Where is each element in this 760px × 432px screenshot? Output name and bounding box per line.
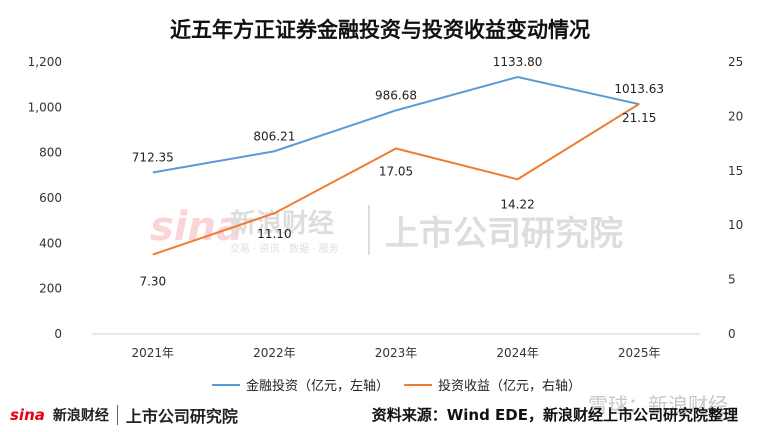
brand-lab-logo: 上市公司研究院 (125, 407, 238, 426)
watermark-divider (368, 205, 370, 255)
y-left-tick-label: 1,000 (28, 100, 62, 114)
y-left-tick-label: 400 (39, 236, 62, 250)
data-label-financial-investment: 1013.63 (614, 82, 664, 96)
y-right-tick-label: 25 (728, 55, 743, 69)
x-tick-label: 2024年 (496, 346, 539, 360)
watermark-lab-text: 上市公司研究院 (385, 214, 623, 254)
brand-sina-cn: 新浪财经 (52, 408, 109, 424)
brand-sina-logo: sina (10, 406, 45, 424)
y-left-tick-label: 600 (39, 191, 62, 205)
legend: 金融投资（亿元，左轴） 投资收益（亿元，右轴） (0, 375, 760, 395)
source-note: 资料来源：Wind EDE，新浪财经上市公司研究院整理 (371, 406, 738, 424)
data-label-financial-investment: 712.35 (132, 151, 174, 165)
data-label-financial-investment: 1133.80 (493, 55, 543, 69)
x-tick-label: 2023年 (375, 346, 418, 360)
watermark-sina-sub-text: 交易 · 资讯 · 数据 · 服务 (230, 242, 339, 255)
x-tick-label: 2021年 (132, 346, 175, 360)
data-label-financial-investment: 986.68 (375, 88, 417, 102)
brand-divider (116, 405, 118, 425)
watermark: sina 新浪财经 交易 · 资讯 · 数据 · 服务 上市公司研究院 (150, 204, 623, 255)
series-line-investment-income (152, 103, 640, 256)
x-tick-label: 2025年 (618, 346, 661, 360)
corner-watermark: 雪球：新浪财经 (588, 393, 728, 417)
footer-brand: sina 新浪财经 上市公司研究院 (10, 402, 238, 428)
data-label-investment-income: 17.05 (379, 164, 413, 178)
legend-label-financial-investment: 金融投资（亿元，左轴） (246, 379, 390, 394)
y-left-tick-label: 0 (54, 327, 62, 341)
y-right-tick-label: 0 (728, 327, 736, 341)
x-tick-label: 2022年 (253, 346, 296, 360)
data-label-investment-income: 11.10 (257, 227, 291, 241)
legend-item-investment-income: 投资收益（亿元，右轴） (404, 375, 581, 394)
legend-label-investment-income: 投资收益（亿元，右轴） (438, 379, 582, 394)
y-left-tick-label: 200 (39, 282, 62, 296)
y-right-tick-label: 15 (728, 164, 743, 178)
data-label-investment-income: 7.30 (139, 275, 166, 289)
y-right-tick-label: 5 (728, 273, 736, 287)
data-label-financial-investment: 806.21 (253, 129, 295, 143)
legend-item-financial-investment: 金融投资（亿元，左轴） (212, 375, 389, 394)
legend-swatch-financial-investment (212, 383, 240, 386)
data-label-investment-income: 14.22 (500, 197, 534, 211)
series-line-financial-investment (152, 75, 640, 174)
legend-swatch-investment-income (404, 383, 432, 386)
y-right-tick-label: 20 (728, 109, 743, 123)
watermark-sina-cn-text: 新浪财经 (230, 208, 334, 239)
watermark-sina-text: sina (150, 204, 243, 250)
y-left-tick-label: 800 (39, 146, 62, 160)
y-right-tick-label: 10 (728, 218, 743, 232)
data-label-investment-income: 21.15 (622, 111, 656, 125)
chart-title: 近五年方正证券金融投资与投资收益变动情况 (170, 18, 590, 42)
y-left-tick-label: 1,200 (28, 55, 62, 69)
